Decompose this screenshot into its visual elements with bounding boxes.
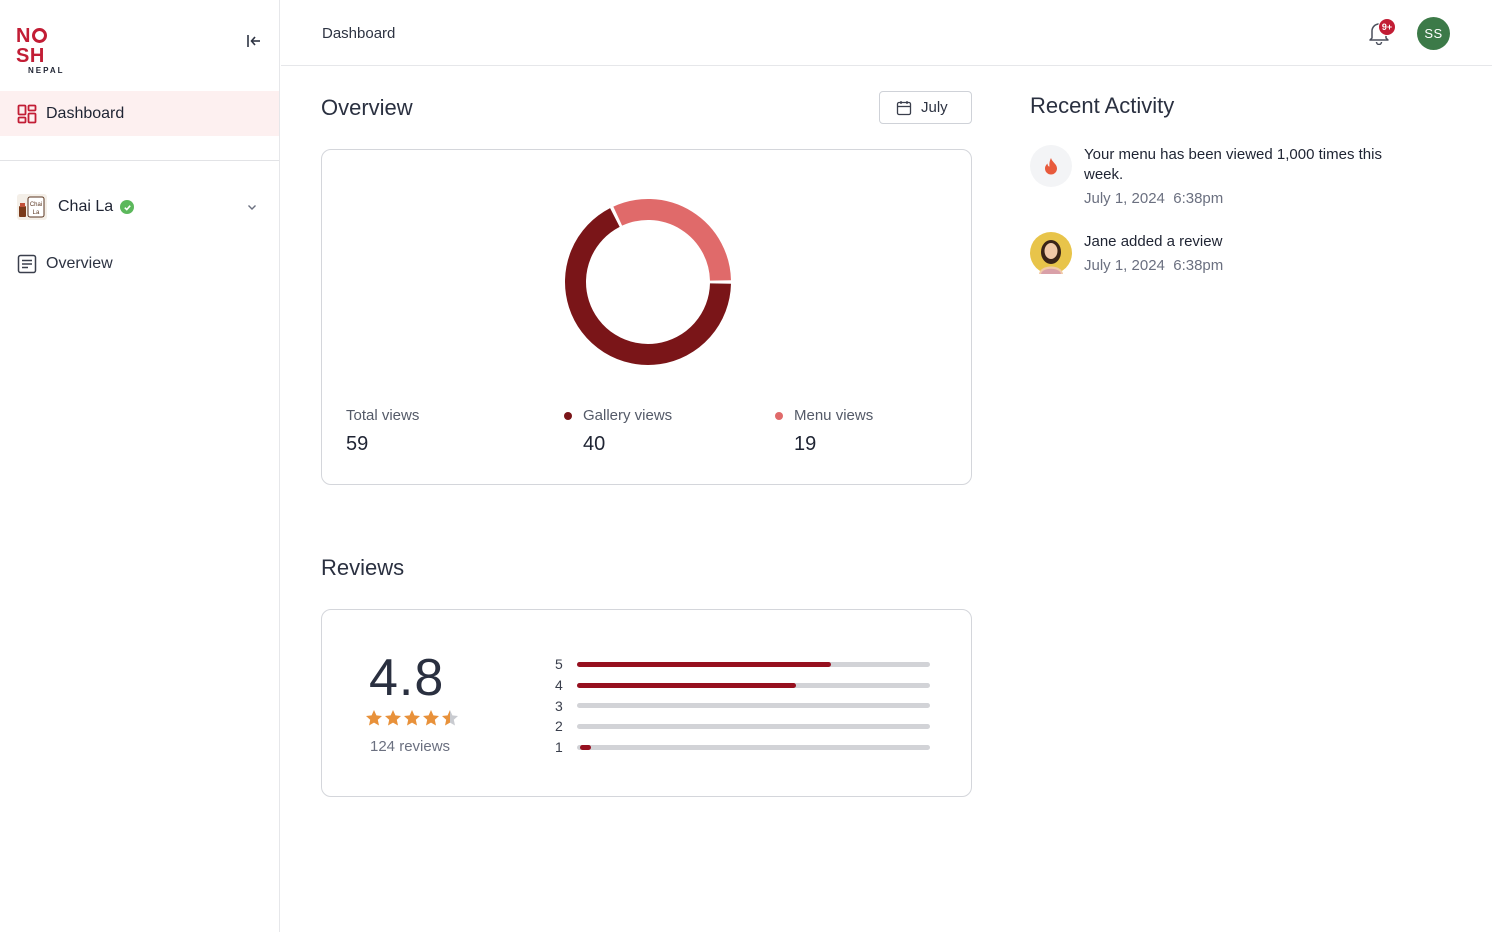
- dashboard-grid-icon: [17, 104, 37, 123]
- review-count: 124 reviews: [370, 738, 451, 755]
- activity-time: July 1, 2024 6:38pm: [1084, 257, 1224, 274]
- restaurant-name: Chai La: [58, 198, 114, 215]
- rating-bar-track: [577, 723, 930, 729]
- collapse-left-icon: [247, 35, 260, 47]
- rating-distribution: 5 4 3 2 1: [555, 654, 930, 757]
- document-list-icon: [17, 254, 37, 274]
- legend-dot-gallery: [564, 411, 572, 420]
- rating-bar-row: 3: [555, 695, 930, 716]
- rating-bar-track: [577, 744, 930, 750]
- brand-wordmark: NSH: [16, 26, 76, 66]
- star-filled-icon: [423, 710, 439, 726]
- activity-item[interactable]: Your menu has been viewed 1,000 times th…: [1030, 145, 1384, 207]
- reviews-card: 4.8 124 reviews 5 4 3 2 1: [321, 609, 972, 797]
- flame-icon: [1030, 145, 1072, 187]
- rating-bar-row: 5: [555, 654, 930, 675]
- activity-message: Jane added a review: [1084, 233, 1223, 250]
- rating-stars: [365, 709, 460, 727]
- donut-segment-gallery-views: [565, 208, 731, 365]
- svg-text:Chai: Chai: [30, 202, 42, 208]
- star-filled-icon: [385, 710, 401, 726]
- sidebar-item-dashboard[interactable]: Dashboard: [0, 91, 279, 136]
- notification-count-badge: 9+: [1378, 18, 1396, 36]
- donut-segment-menu-views: [613, 199, 731, 282]
- reviews-title: Reviews: [321, 555, 405, 580]
- sidebar-item-label: Dashboard: [46, 104, 125, 122]
- chevron-down-icon: [248, 205, 256, 210]
- sidebar-item-label: Overview: [46, 255, 113, 272]
- brand-letter-n: N: [16, 25, 31, 47]
- brand-subtitle: NEPAL: [28, 66, 65, 75]
- month-picker-label: July: [921, 99, 948, 116]
- calendar-icon: [896, 100, 912, 115]
- star-half-icon: [442, 710, 458, 726]
- stat-value: 40: [583, 433, 606, 455]
- stat-value: 19: [794, 433, 817, 455]
- rating-bar-label: 1: [555, 739, 563, 756]
- activity-item[interactable]: Jane added a review July 1, 2024 6:38pm: [1030, 232, 1384, 274]
- rating-bar-label: 4: [555, 677, 563, 694]
- svg-text:La: La: [33, 210, 40, 216]
- brand-letters-sh: SH: [16, 45, 45, 67]
- activity-time: July 1, 2024 6:38pm: [1084, 190, 1224, 207]
- breadcrumb: Dashboard: [322, 25, 396, 42]
- top-bar: Dashboard 9+ SS: [281, 0, 1492, 66]
- recent-activity-title: Recent Activity: [1030, 93, 1175, 118]
- legend-dot-menu: [775, 411, 783, 420]
- overview-title: Overview: [321, 95, 413, 120]
- rating-bar-row: 2: [555, 716, 930, 737]
- restaurant-logo: Chai La: [17, 194, 47, 220]
- verified-check-icon: [120, 200, 135, 214]
- reviewer-avatar: [1030, 232, 1072, 274]
- rating-bar-fill: [577, 661, 832, 667]
- star-filled-icon: [366, 710, 382, 726]
- views-donut-chart: [565, 199, 731, 365]
- stat-label-row: Menu views: [775, 407, 873, 424]
- activity-message: Your menu has been viewed 1,000 times th…: [1084, 146, 1382, 183]
- rating-bar-label: 5: [555, 656, 563, 673]
- stat-gallery-views: Gallery views 40: [564, 407, 672, 456]
- overview-card: Total views 59 Gallery views 40 Menu vie…: [321, 149, 972, 485]
- rating-bar-fill: [577, 682, 796, 688]
- sidebar-divider: [0, 160, 279, 161]
- user-avatar[interactable]: SS: [1417, 17, 1450, 50]
- rating-bar-row: 1: [555, 737, 930, 758]
- stat-total-views: Total views 59: [346, 407, 419, 456]
- sidebar-item-overview[interactable]: Overview: [17, 251, 262, 277]
- brand-logo[interactable]: NSH NEPAL: [16, 26, 76, 75]
- rating-bar-fill: [580, 744, 591, 750]
- stat-label: Menu views: [794, 407, 874, 424]
- stat-label: Total views: [346, 407, 420, 424]
- stat-label: Gallery views: [583, 407, 673, 424]
- rating-bar-label: 3: [555, 697, 563, 714]
- rating-bar-track: [577, 703, 930, 709]
- rating-bar-track: [577, 682, 930, 688]
- rating-bar-label: 2: [555, 718, 563, 735]
- brand-o-mark: [31, 28, 47, 43]
- rating-bar-row: 4: [555, 675, 930, 696]
- stat-menu-views: Menu views 19: [775, 407, 873, 456]
- rating-bar-track: [577, 661, 930, 667]
- stat-value: 59: [346, 433, 369, 455]
- sidebar: NSH NEPAL Dashboard Chai La Chai La Overv…: [0, 0, 280, 932]
- restaurant-selector[interactable]: Chai La Chai La: [17, 193, 262, 221]
- month-picker-button[interactable]: July: [879, 91, 972, 124]
- star-filled-icon: [404, 710, 420, 726]
- collapse-sidebar-button[interactable]: [244, 31, 264, 51]
- stat-label-row: Gallery views: [564, 407, 672, 424]
- average-rating: 4.8: [369, 649, 445, 707]
